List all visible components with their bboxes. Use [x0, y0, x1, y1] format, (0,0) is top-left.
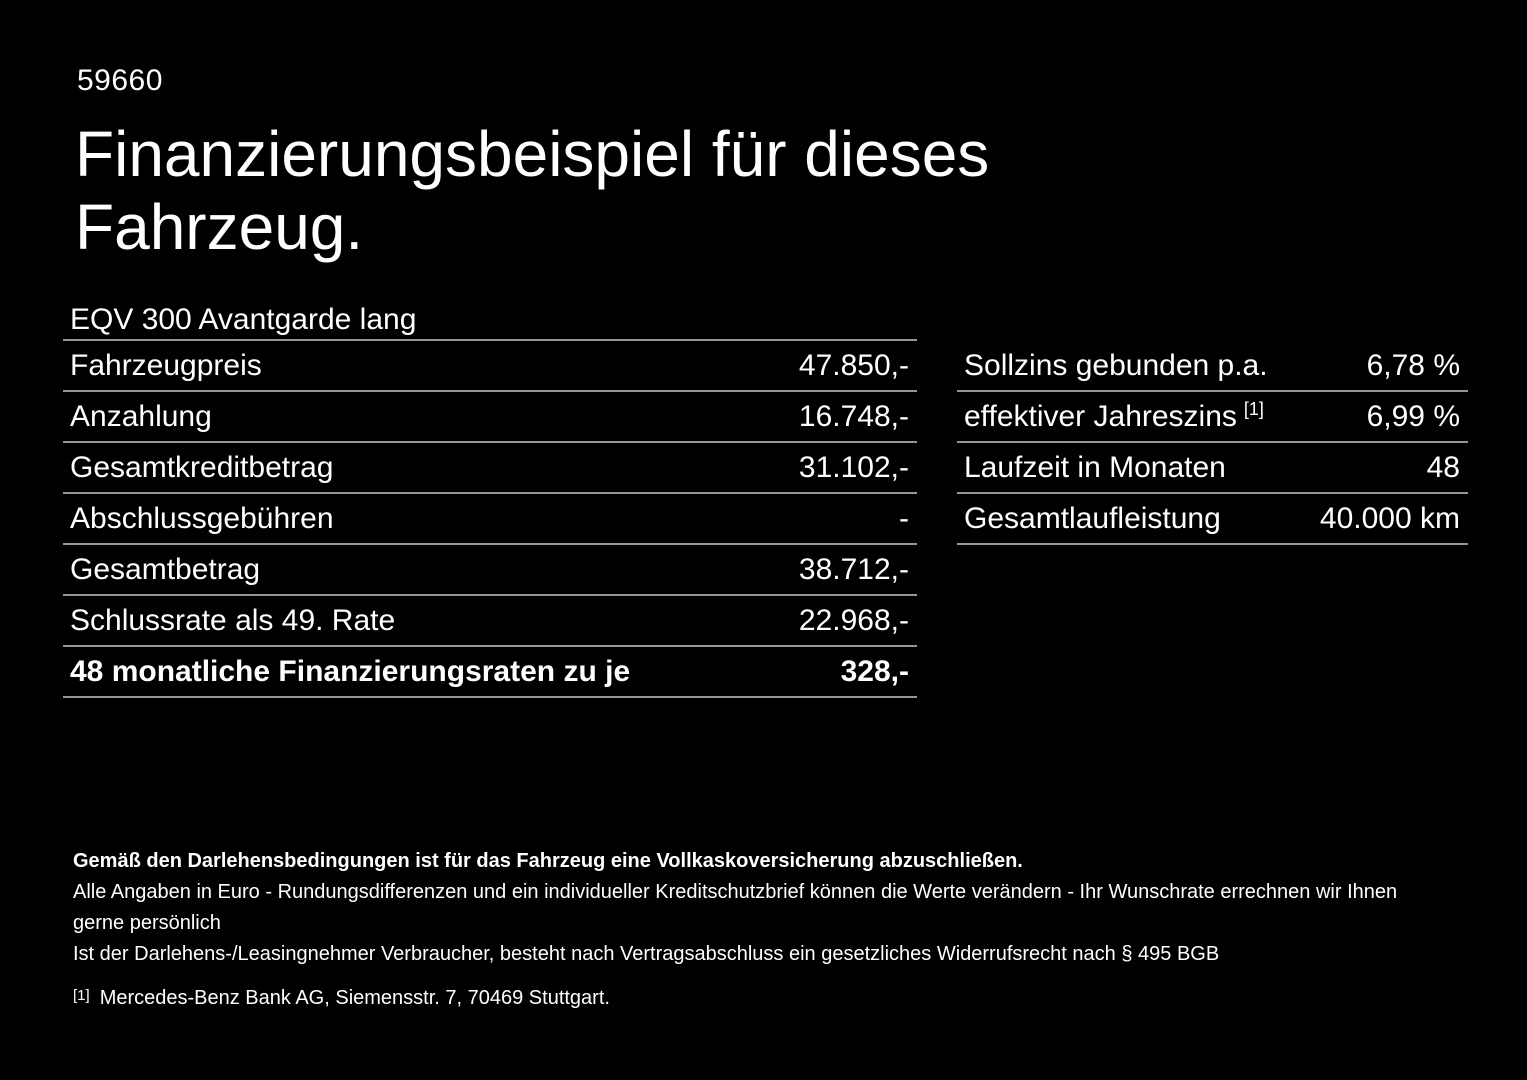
vehicle-model-heading: EQV 300 Avantgarde lang [63, 300, 917, 341]
row-value: 31.102,- [798, 450, 909, 484]
table-row-schlussrate: Schlussrate als 49. Rate 22.968,- [63, 596, 917, 647]
row-label-text: effektiver Jahreszins [964, 399, 1237, 433]
footnote-reference-superscript: [1] [1243, 398, 1264, 419]
row-label: Fahrzeugpreis [70, 348, 262, 382]
row-label: Schlussrate als 49. Rate [70, 603, 396, 637]
insurance-requirement-note: Gemäß den Darlehensbedingungen ist für d… [73, 850, 1023, 872]
row-value: - [899, 501, 909, 535]
row-label: Gesamtkreditbetrag [70, 450, 334, 484]
bank-footnote: [1] Mercedes-Benz Bank AG, Siemensstr. 7… [73, 983, 1453, 1015]
disclaimer-line-2: Ist der Darlehens-/Leasingnehmer Verbrau… [73, 943, 1220, 965]
row-value: 328,- [840, 654, 909, 688]
footnote-marker: [1] [73, 987, 90, 1004]
conditions-table: Sollzins gebunden p.a. 6,78 % effektiver… [957, 341, 1468, 545]
table-row-gesamtkreditbetrag: Gesamtkreditbetrag 31.102,- [63, 443, 917, 494]
row-value: 6,78 % [1366, 348, 1460, 382]
finance-table: EQV 300 Avantgarde lang Fahrzeugpreis 47… [63, 300, 917, 698]
table-row-laufzeit: Laufzeit in Monaten 48 [957, 443, 1468, 494]
footer-notes: Gemäß den Darlehensbedingungen ist für d… [73, 846, 1453, 1015]
row-label: Abschlussgebühren [70, 501, 334, 535]
table-row-gesamtlaufleistung: Gesamtlaufleistung 40.000 km [957, 494, 1468, 545]
table-row-fahrzeugpreis: Fahrzeugpreis 47.850,- [63, 341, 917, 392]
row-value: 22.968,- [798, 603, 909, 637]
row-label: 48 monatliche Finanzierungsraten zu je [70, 654, 631, 688]
row-label: Sollzins gebunden p.a. [964, 348, 1268, 382]
row-label: Gesamtlaufleistung [964, 501, 1221, 535]
row-value: 38.712,- [798, 552, 909, 586]
row-label: Anzahlung [70, 399, 212, 433]
table-row-abschlussgebuehren: Abschlussgebühren - [63, 494, 917, 545]
row-value: 47.850,- [798, 348, 909, 382]
page-title: Finanzierungsbeispiel für dieses Fahrzeu… [75, 118, 990, 263]
table-row-anzahlung: Anzahlung 16.748,- [63, 392, 917, 443]
document-number: 59660 [77, 64, 163, 97]
row-value: 48 [1426, 450, 1460, 484]
table-row-sollzins: Sollzins gebunden p.a. 6,78 % [957, 341, 1468, 392]
table-row-effektiver-jahreszins: effektiver Jahreszins [1] 6,99 % [957, 392, 1468, 443]
row-label: Gesamtbetrag [70, 552, 261, 586]
footnote-text: Mercedes-Benz Bank AG, Siemensstr. 7, 70… [99, 987, 610, 1009]
row-label: Laufzeit in Monaten [964, 450, 1226, 484]
disclaimer-line-1: Alle Angaben in Euro - Rundungsdifferenz… [73, 881, 1398, 934]
row-label: effektiver Jahreszins [1] [964, 398, 1264, 434]
table-row-gesamtbetrag: Gesamtbetrag 38.712,- [63, 545, 917, 596]
table-row-monatsraten: 48 monatliche Finanzierungsraten zu je 3… [63, 647, 917, 698]
row-value: 40.000 km [1319, 501, 1460, 535]
row-value: 6,99 % [1366, 399, 1460, 433]
row-value: 16.748,- [798, 399, 909, 433]
